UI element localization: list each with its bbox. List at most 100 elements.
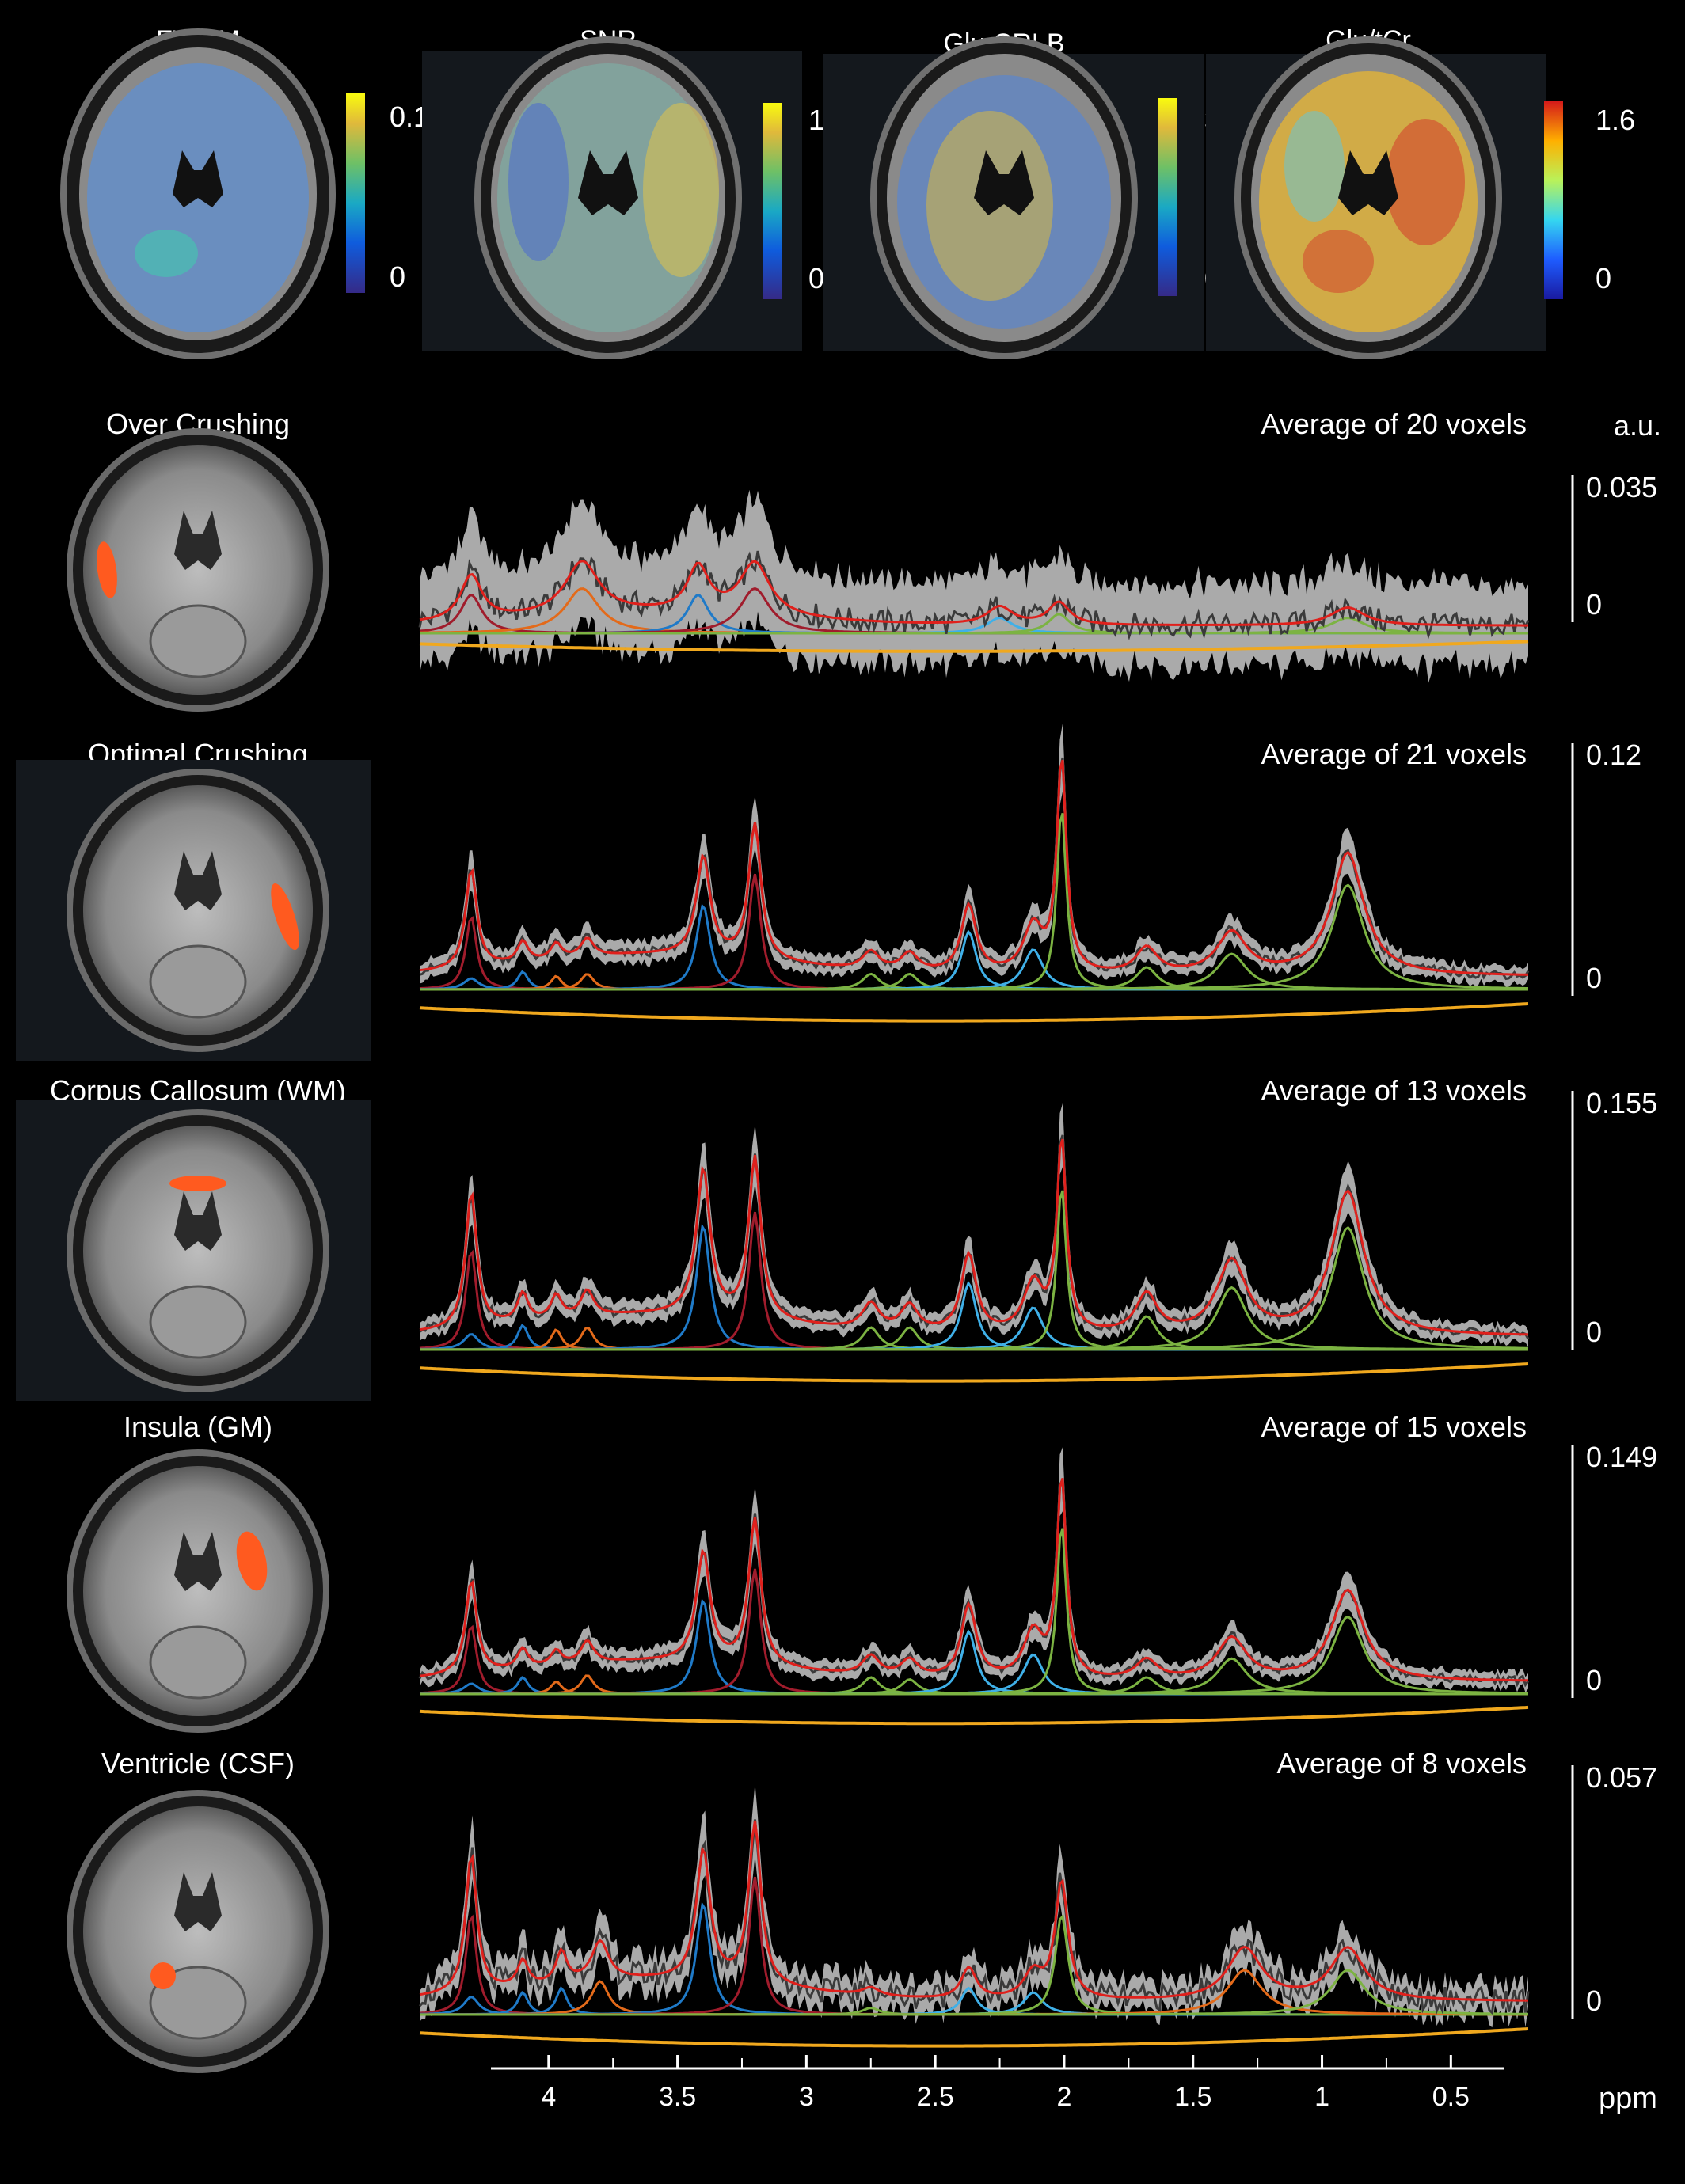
ventricles <box>174 511 222 570</box>
sd-band <box>420 724 1528 988</box>
y-scale-min: 0 <box>1586 1316 1602 1348</box>
y-scale-min: 0 <box>1586 962 1602 994</box>
ventricles <box>974 150 1034 215</box>
brain-tissue <box>83 1806 313 2057</box>
y-scale-min: 0 <box>1586 1664 1602 1696</box>
baseline-curve <box>419 2027 1529 2048</box>
x-tick-label: 4 <box>541 2082 556 2112</box>
spectrum-row: Corpus Callosum (WM) Average of 13 voxels… <box>16 1074 1657 1401</box>
model-fit-line <box>419 1820 1529 2002</box>
spectrum-row: Insula (GM) Average of 15 voxels 0.149 0 <box>67 1411 1657 1733</box>
component-fit-lip_mm <box>420 1225 1528 1351</box>
y-scale-min: 0 <box>1586 1985 1602 2017</box>
y-scale-max: 0.035 <box>1586 471 1657 503</box>
cerebellum <box>149 1625 247 1700</box>
cerebellum <box>149 944 247 1019</box>
sd-band <box>420 1103 1528 1347</box>
roi-marker <box>169 1176 226 1191</box>
x-tick-label: 1.5 <box>1174 2082 1211 2112</box>
ventricles <box>174 1872 222 1931</box>
map-hotspot <box>1386 119 1465 245</box>
voxel-average-note: Average of 13 voxels <box>1261 1074 1527 1107</box>
component-fit-lip_mm <box>420 883 1528 991</box>
model-fit-line <box>419 560 1528 627</box>
colorbar <box>1158 98 1177 296</box>
ventricles <box>174 851 222 910</box>
colorbar <box>1544 101 1563 299</box>
roi-marker <box>236 1531 268 1591</box>
cerebellum <box>149 1285 247 1359</box>
map-snr: SNR 15 0 <box>422 25 840 359</box>
voxel-average-note: Average of 15 voxels <box>1261 1411 1527 1443</box>
baseline-curve <box>419 1705 1529 1726</box>
sd-band <box>420 1447 1528 1693</box>
y-scale-max: 0.149 <box>1586 1441 1657 1473</box>
component-fit-lip_mm <box>420 617 1529 635</box>
component-fit-lip_mm <box>420 1615 1528 1696</box>
roi-marker <box>97 541 117 598</box>
map-glu-tcr: Glu/tCr 1.6 0 <box>1206 25 1635 359</box>
cerebellum <box>149 1966 247 2040</box>
map-glu-crlb: Glu CRLB 30 0 <box>823 28 1236 359</box>
roi-marker <box>271 883 299 951</box>
spectrum-row: Optimal Crushing Average of 21 voxels 0.12… <box>16 724 1641 1061</box>
y-scale-max: 0.12 <box>1586 739 1641 771</box>
spectrum-row: Ventricle (CSF) Average of 8 voxels 0.057 0 <box>67 1747 1657 2073</box>
brain-tissue <box>83 1126 313 1376</box>
maps-row: FWHM 0.15 0 SNR 15 0 Glu CRLB <box>60 25 1635 359</box>
brain-tissue <box>83 785 313 1035</box>
map-hotspot <box>643 103 719 277</box>
cerebellum <box>149 604 247 678</box>
voxel-average-note: Average of 21 voxels <box>1261 738 1527 770</box>
map-hotspot <box>135 230 198 277</box>
map-hotspot-2 <box>1303 230 1374 293</box>
colorbar-min: 0 <box>390 260 405 293</box>
ppm-label: ppm <box>1599 2082 1657 2115</box>
colorbar-min: 0 <box>808 262 824 294</box>
x-tick-label: 1 <box>1314 2082 1329 2112</box>
model-fit-line <box>419 759 1529 976</box>
map-coldspot <box>508 103 569 261</box>
y-scale-max: 0.155 <box>1586 1087 1657 1119</box>
mean-spectrum-line <box>418 1819 1530 2015</box>
component-fit-lip_mm <box>420 1969 1528 2016</box>
roi-marker <box>150 1962 176 1989</box>
voxel-average-note: Average of 20 voxels <box>1261 408 1527 440</box>
baseline-curve <box>419 1002 1529 1023</box>
sd-band <box>420 489 1528 683</box>
ventricles <box>174 1191 222 1251</box>
region-label: Ventricle (CSF) <box>101 1747 295 1779</box>
voxel-average-note: Average of 8 voxels <box>1276 1747 1527 1779</box>
baseline-curve <box>419 640 1529 653</box>
map-coldspot <box>1284 111 1345 222</box>
map-fwhm: FWHM 0.15 0 <box>60 25 445 359</box>
ventricles <box>173 150 223 207</box>
x-tick-label: 2.5 <box>917 2082 954 2112</box>
model-fit-line <box>419 1138 1529 1336</box>
colorbar <box>346 93 365 293</box>
mean-spectrum-line <box>418 550 1530 641</box>
x-tick-label: 3 <box>799 2082 814 2112</box>
x-tick-label: 3.5 <box>659 2082 696 2112</box>
spectra-rows: Over Crushing Average of 20 voxels0.0350O… <box>16 408 1657 2073</box>
ventricles <box>578 150 638 215</box>
ppm-axis: 4 3.5 3 2.5 2 1.5 1 0.5 <box>491 2055 1504 2112</box>
colorbar <box>763 103 782 299</box>
x-tick-label: 0.5 <box>1432 2082 1470 2112</box>
baseline-curve <box>419 1362 1529 1383</box>
region-label: Insula (GM) <box>124 1411 272 1443</box>
colorbar-min: 0 <box>1596 262 1611 294</box>
ventricles <box>1338 150 1398 215</box>
brain-tissue <box>83 1466 313 1716</box>
colorbar-max: 1.6 <box>1596 104 1635 136</box>
unit-label: a.u. <box>1614 409 1661 442</box>
brain-tissue <box>83 445 313 695</box>
x-tick-label: 2 <box>1056 2082 1071 2112</box>
y-scale-max: 0.057 <box>1586 1761 1657 1794</box>
ventricles <box>174 1532 222 1591</box>
y-scale-min: 0 <box>1586 588 1602 621</box>
model-fit-line <box>419 1477 1528 1682</box>
